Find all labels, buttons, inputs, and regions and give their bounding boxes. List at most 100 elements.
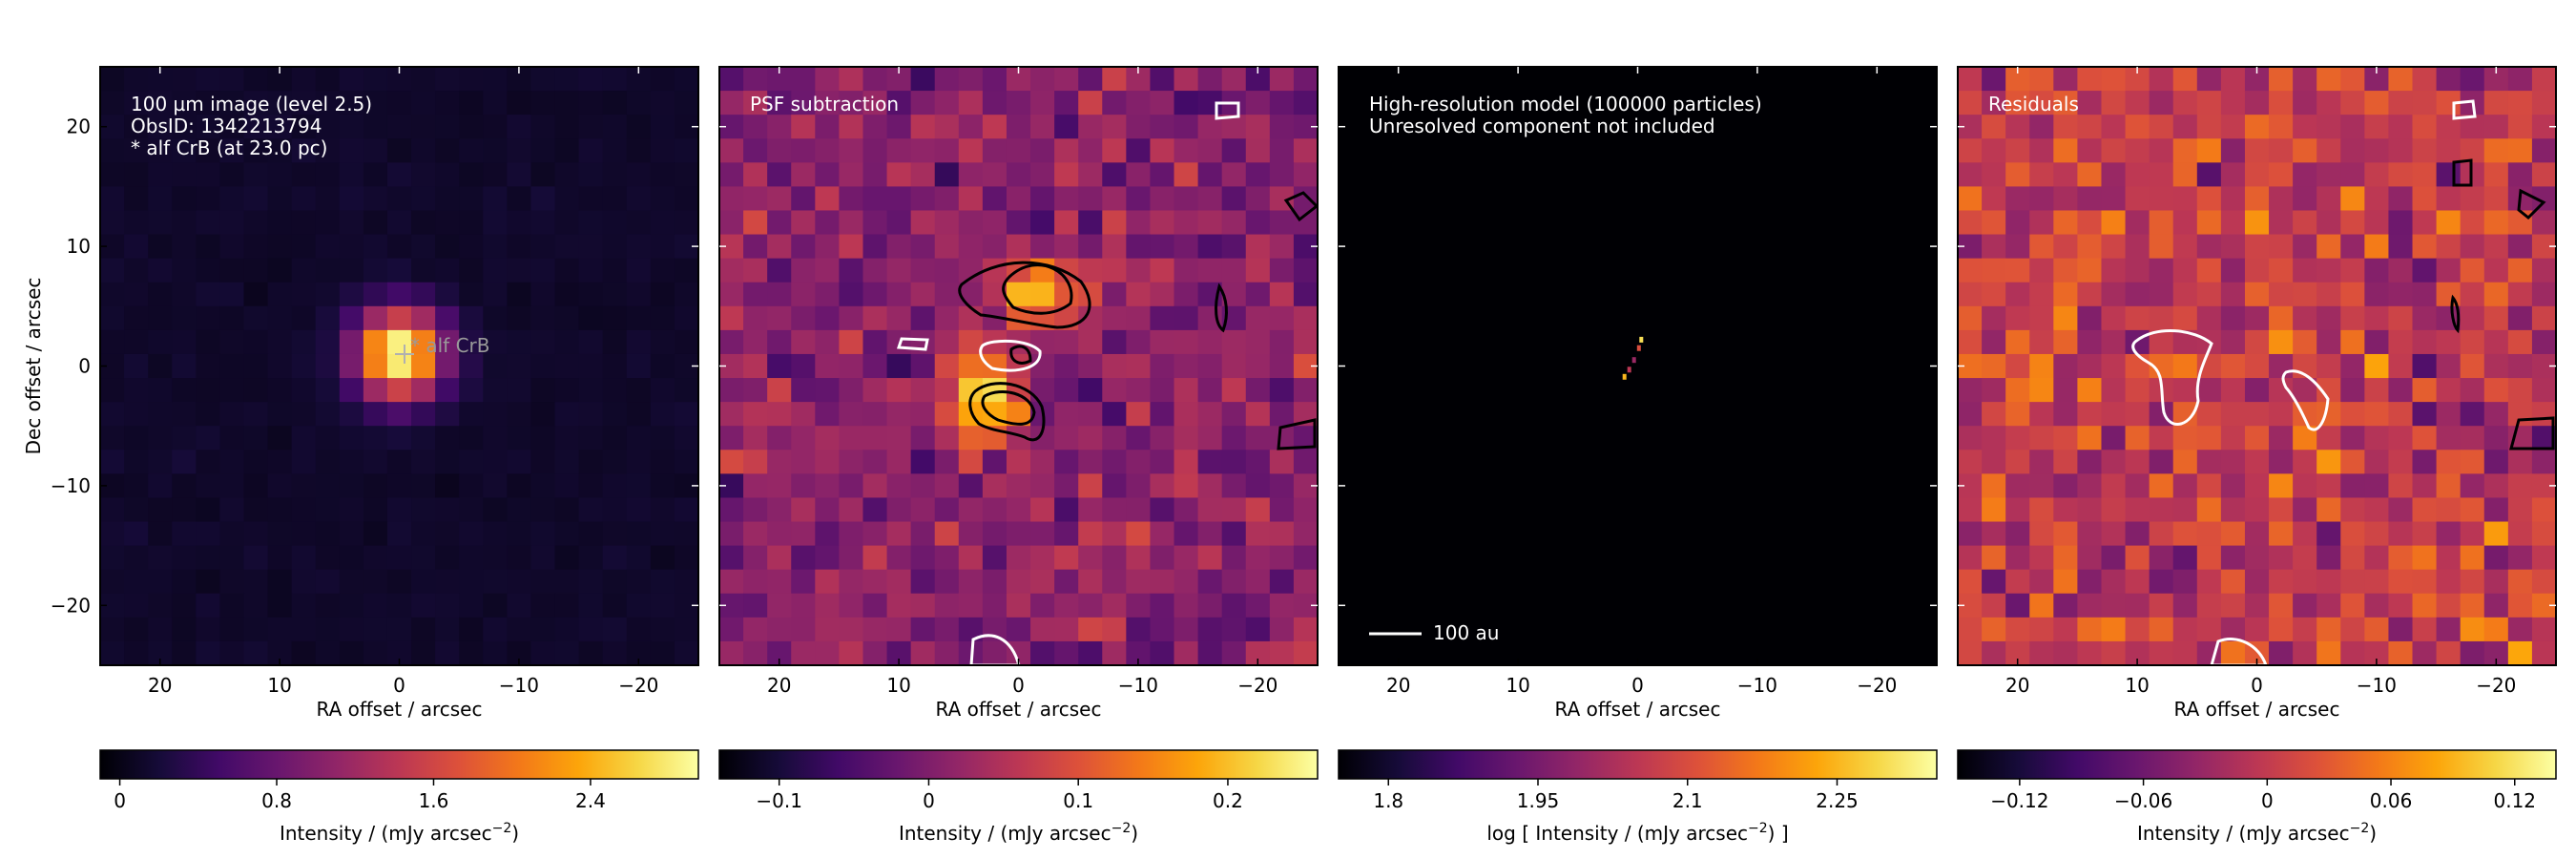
scalebar-label: 100 au xyxy=(1433,621,1499,644)
heatmap-cell xyxy=(1078,91,1103,115)
heatmap-cell xyxy=(507,162,532,187)
heatmap-cell xyxy=(172,426,197,450)
heatmap-cell xyxy=(2005,162,2030,187)
heatmap-cell xyxy=(1221,473,1247,499)
heatmap-cell xyxy=(1006,138,1031,163)
heatmap-cell xyxy=(2005,450,2030,474)
heatmap-cell xyxy=(1102,329,1127,355)
heatmap-cell xyxy=(2149,593,2174,618)
heatmap-cell xyxy=(2077,91,2103,115)
heatmap-cell xyxy=(2053,545,2078,571)
heatmap-cell xyxy=(886,162,912,187)
heatmap-cell xyxy=(578,282,604,307)
heatmap-cell xyxy=(100,521,125,547)
heatmap-cell xyxy=(2460,258,2485,283)
heatmap-cell xyxy=(934,402,960,427)
heatmap-cell xyxy=(791,210,816,236)
heatmap-cell xyxy=(958,473,984,499)
heatmap-cell xyxy=(2053,353,2078,379)
heatmap-cell xyxy=(1126,329,1152,355)
heatmap-cell xyxy=(1197,210,1223,236)
heatmap-cell xyxy=(958,450,984,474)
heatmap-cell xyxy=(2460,210,2485,236)
heatmap-cell xyxy=(1269,162,1295,187)
heatmap-cell xyxy=(243,593,269,618)
heatmap-cell xyxy=(1006,593,1031,618)
heatmap-cell xyxy=(219,617,245,642)
heatmap-cell xyxy=(219,640,245,665)
heatmap-cell xyxy=(435,593,460,618)
heatmap-cell xyxy=(958,497,984,523)
heatmap-cell xyxy=(1150,210,1175,236)
heatmap-cell xyxy=(2436,426,2462,450)
heatmap-cell xyxy=(554,497,580,523)
heatmap-cell xyxy=(1293,497,1318,523)
model-particle xyxy=(1622,373,1627,380)
heatmap-cell xyxy=(2507,450,2533,474)
heatmap-cell xyxy=(1245,305,1271,331)
heatmap-cell xyxy=(315,329,341,355)
psf-contours xyxy=(896,101,1318,665)
heatmap-cell xyxy=(1102,569,1127,595)
heatmap-cell xyxy=(2531,545,2556,571)
heatmap-cell xyxy=(2293,282,2317,307)
heatmap-cell xyxy=(2244,138,2270,163)
heatmap-cell xyxy=(2077,402,2103,427)
heatmap-cell xyxy=(650,521,675,547)
heatmap-cell xyxy=(767,521,792,547)
heatmap-cell xyxy=(934,67,960,92)
heatmap-cell xyxy=(2149,186,2174,212)
heatmap-cell xyxy=(674,282,698,307)
heatmap-cell xyxy=(862,115,888,139)
heatmap-cell xyxy=(862,282,888,307)
annotation-line-1: PSF subtraction xyxy=(750,93,899,115)
heatmap-cell xyxy=(1982,91,2006,115)
heatmap-cell xyxy=(267,378,293,403)
heatmap-cell xyxy=(435,426,460,450)
heatmap-cell xyxy=(2364,617,2390,642)
heatmap-cell xyxy=(719,640,744,665)
heatmap-cell xyxy=(148,378,173,403)
heatmap-cell xyxy=(554,593,580,618)
heatmap-cell xyxy=(2436,593,2462,618)
heatmap-cell xyxy=(219,497,245,523)
heatmap-cell xyxy=(1102,640,1127,665)
heatmap-cell xyxy=(2101,329,2127,355)
heatmap-cell xyxy=(862,162,888,187)
heatmap-cell xyxy=(363,617,388,642)
heatmap-cell xyxy=(2412,593,2438,618)
heatmap-cell xyxy=(459,258,484,283)
heatmap-cell xyxy=(2507,138,2533,163)
heatmap-cell xyxy=(2460,640,2485,665)
heatmap-cell xyxy=(958,353,984,379)
heatmap-cell xyxy=(862,593,888,618)
heatmap-cell xyxy=(1150,569,1175,595)
heatmap-cell xyxy=(815,473,840,499)
heatmap-cell xyxy=(1269,115,1295,139)
heatmap-cell xyxy=(1221,329,1247,355)
heatmap-cell xyxy=(1102,378,1127,403)
heatmap-cell xyxy=(2029,378,2054,403)
heatmap-cell xyxy=(1269,329,1295,355)
heatmap-cell xyxy=(1245,162,1271,187)
heatmap-cell xyxy=(1030,67,1055,92)
contour-positive xyxy=(2452,158,2473,187)
heatmap-cell xyxy=(2244,282,2270,307)
colorbar xyxy=(718,749,1319,780)
heatmap-cell xyxy=(2005,186,2030,212)
heatmap-cell xyxy=(602,91,628,115)
heatmap-cell xyxy=(815,640,840,665)
heatmap-cell xyxy=(2125,378,2150,403)
heatmap-cell xyxy=(2412,521,2438,547)
heatmap-cell xyxy=(2436,353,2462,379)
heatmap-cell xyxy=(2412,402,2438,427)
heatmap-cell xyxy=(650,305,675,331)
heatmap-cell xyxy=(2101,378,2127,403)
colorbar-tick-label: 0 xyxy=(2261,789,2274,812)
heatmap-cell xyxy=(2269,282,2294,307)
heatmap-cell xyxy=(411,426,436,450)
heatmap-cell xyxy=(172,593,197,618)
heatmap-cell xyxy=(1006,210,1031,236)
heatmap-cell xyxy=(1174,115,1199,139)
heatmap-cell xyxy=(435,521,460,547)
